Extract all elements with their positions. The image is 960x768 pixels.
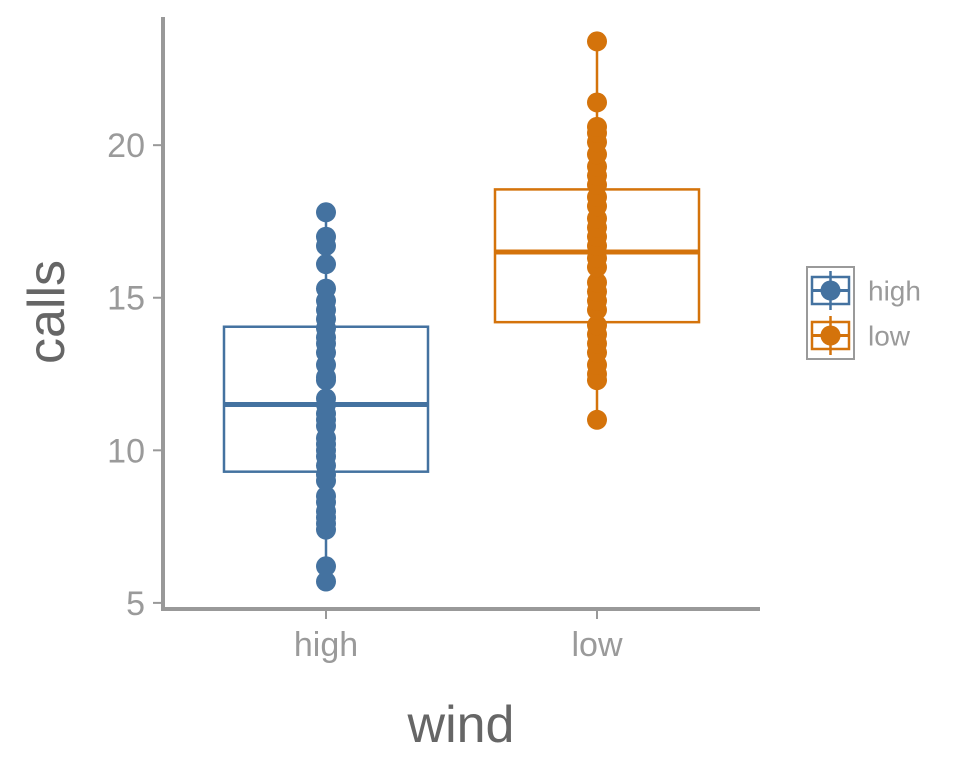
box-group-low bbox=[493, 31, 701, 430]
x-tick-label: high bbox=[294, 626, 358, 664]
legend-key-border bbox=[806, 266, 855, 360]
data-point bbox=[316, 571, 336, 592]
data-point bbox=[316, 226, 336, 247]
data-point bbox=[587, 116, 607, 137]
data-point bbox=[587, 315, 607, 336]
data-point bbox=[587, 31, 607, 52]
legend: high low bbox=[806, 266, 921, 360]
x-axis-title: wind bbox=[407, 696, 515, 754]
box-group-high bbox=[222, 202, 430, 592]
legend-key-point bbox=[820, 280, 841, 301]
y-tick-label: 20 bbox=[107, 127, 145, 165]
data-point bbox=[316, 556, 336, 577]
data-point bbox=[316, 278, 336, 299]
y-tick-label: 5 bbox=[126, 585, 145, 623]
y-tick-label: 15 bbox=[107, 280, 145, 318]
legend-item-low: low bbox=[810, 316, 911, 355]
data-point bbox=[587, 272, 607, 293]
legend-key-point bbox=[820, 325, 841, 346]
data-point bbox=[316, 202, 336, 223]
legend-label: high bbox=[868, 276, 921, 307]
plot-area bbox=[222, 31, 701, 592]
data-point bbox=[316, 254, 336, 275]
axes: 5 10 15 20 high low bbox=[107, 17, 760, 664]
data-point bbox=[316, 486, 336, 507]
y-axis-title: calls bbox=[18, 260, 76, 364]
legend-item-high: high bbox=[810, 271, 921, 310]
data-point bbox=[587, 92, 607, 113]
legend-label: low bbox=[868, 321, 911, 352]
data-point bbox=[316, 388, 336, 409]
y-tick-label: 10 bbox=[107, 432, 145, 470]
x-tick-label: low bbox=[571, 626, 622, 664]
data-point bbox=[587, 409, 607, 430]
